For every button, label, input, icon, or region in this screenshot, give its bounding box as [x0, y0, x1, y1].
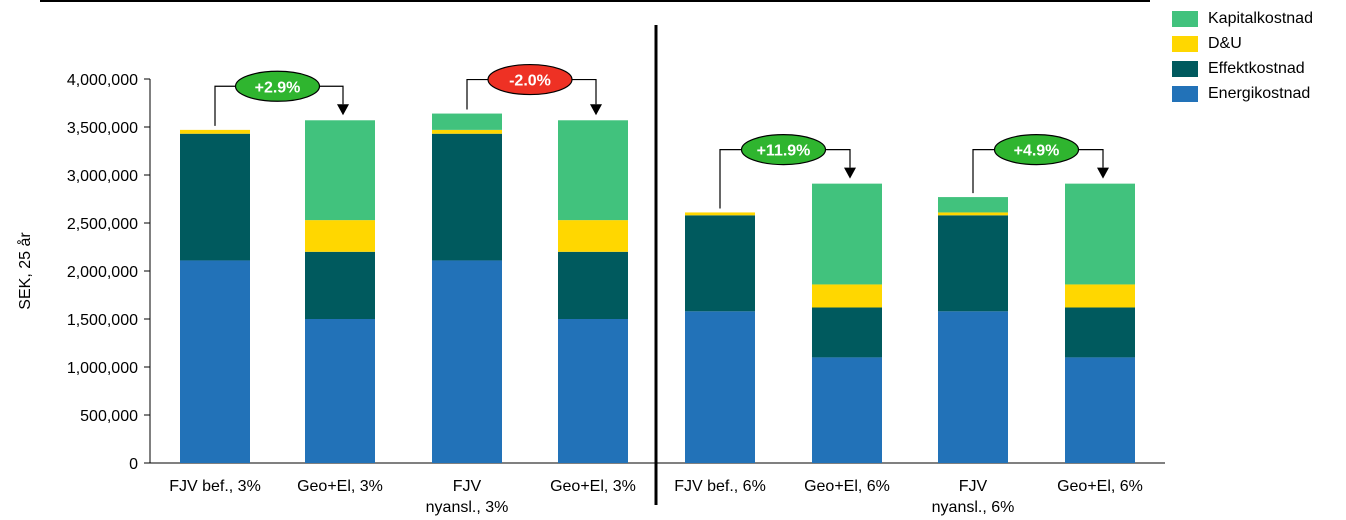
bar-segment-effektkostnad	[685, 215, 755, 312]
bar-segment-energikostnad	[558, 319, 628, 463]
bar-segment-du	[305, 220, 375, 252]
bar-segment-du	[558, 220, 628, 252]
y-tick-label: 4,000,000	[67, 72, 138, 89]
y-tick-label: 0	[129, 456, 138, 473]
bar-segment-effektkostnad	[432, 133, 502, 261]
y-tick-label: 1,500,000	[67, 312, 138, 329]
bar-segment-du	[432, 129, 502, 134]
legend: Kapitalkostnad D&U Effektkostnad Energikost…	[1172, 6, 1313, 106]
change-bubble	[740, 134, 827, 166]
x-tick-label: Geo+El, 6%	[804, 478, 890, 495]
arrow-head-icon	[1097, 167, 1109, 179]
legend-swatch	[1172, 60, 1198, 77]
bar-segment-du	[685, 212, 755, 216]
x-tick-label: Geo+El, 6%	[1057, 478, 1143, 495]
legend-label: Kapitalkostnad	[1208, 9, 1313, 27]
y-tick-label: 3,000,000	[67, 168, 138, 185]
x-tick-label: FJV bef., 3%	[169, 478, 261, 495]
x-tick-label: Geo+El, 3%	[550, 478, 636, 495]
bar-segment-kapitalkostnad	[938, 197, 1008, 213]
y-tick-label: 500,000	[80, 408, 138, 425]
bar-segment-effektkostnad	[305, 251, 375, 319]
change-label: -2.0%	[509, 73, 551, 90]
legend-label: Energikostnad	[1208, 84, 1311, 102]
legend-item: D&U	[1172, 31, 1313, 56]
bar-segment-effektkostnad	[938, 215, 1008, 312]
bar-segment-energikostnad	[180, 260, 250, 463]
bar-segment-effektkostnad	[558, 251, 628, 319]
bar-segment-kapitalkostnad	[812, 183, 882, 285]
legend-item: Effektkostnad	[1172, 56, 1313, 81]
bar-segment-du	[938, 212, 1008, 216]
change-bubble	[487, 63, 573, 96]
arrow-head-icon	[337, 104, 349, 116]
y-tick-label: 2,000,000	[67, 264, 138, 281]
x-tick-label: FJV	[453, 478, 482, 495]
y-tick-label: 1,000,000	[67, 360, 138, 377]
y-axis-title: SEK, 25 år	[16, 232, 34, 310]
change-label: +4.9%	[1014, 143, 1060, 160]
legend-label: Effektkostnad	[1208, 59, 1305, 77]
bar-segment-du	[812, 284, 882, 308]
bar-segment-energikostnad	[432, 260, 502, 463]
bar-segment-kapitalkostnad	[305, 120, 375, 221]
bar-segment-energikostnad	[1065, 357, 1135, 463]
bar-segment-kapitalkostnad	[558, 120, 628, 221]
bar-segment-du	[180, 129, 250, 134]
arrow-head-icon	[590, 104, 602, 116]
change-label: +2.9%	[255, 79, 301, 96]
bar-segment-kapitalkostnad	[1065, 183, 1135, 285]
bar-segment-energikostnad	[685, 311, 755, 463]
y-tick-label: 3,500,000	[67, 120, 138, 137]
y-tick-label: 2,500,000	[67, 216, 138, 233]
legend-label: D&U	[1208, 34, 1242, 52]
legend-swatch	[1172, 85, 1198, 102]
legend-item: Kapitalkostnad	[1172, 6, 1313, 31]
x-tick-label: nyansl., 6%	[932, 499, 1015, 516]
bar-segment-effektkostnad	[1065, 307, 1135, 358]
bar-segment-energikostnad	[938, 311, 1008, 463]
legend-item: Energikostnad	[1172, 81, 1313, 106]
x-tick-label: Geo+El, 3%	[297, 478, 383, 495]
change-bubble	[993, 134, 1080, 166]
bar-segment-energikostnad	[305, 319, 375, 463]
arrow-head-icon	[844, 167, 856, 179]
x-tick-label: FJV	[959, 478, 988, 495]
bar-segment-du	[1065, 284, 1135, 308]
bar-segment-kapitalkostnad	[432, 113, 502, 130]
x-tick-label: nyansl., 3%	[426, 499, 509, 516]
bar-segment-effektkostnad	[180, 133, 250, 261]
bar-segment-energikostnad	[812, 357, 882, 463]
legend-swatch	[1172, 10, 1198, 27]
change-bubble	[234, 70, 321, 102]
legend-swatch	[1172, 35, 1198, 52]
x-tick-label: FJV bef., 6%	[674, 478, 766, 495]
change-label: +11.9%	[757, 143, 811, 160]
bar-segment-effektkostnad	[812, 307, 882, 358]
